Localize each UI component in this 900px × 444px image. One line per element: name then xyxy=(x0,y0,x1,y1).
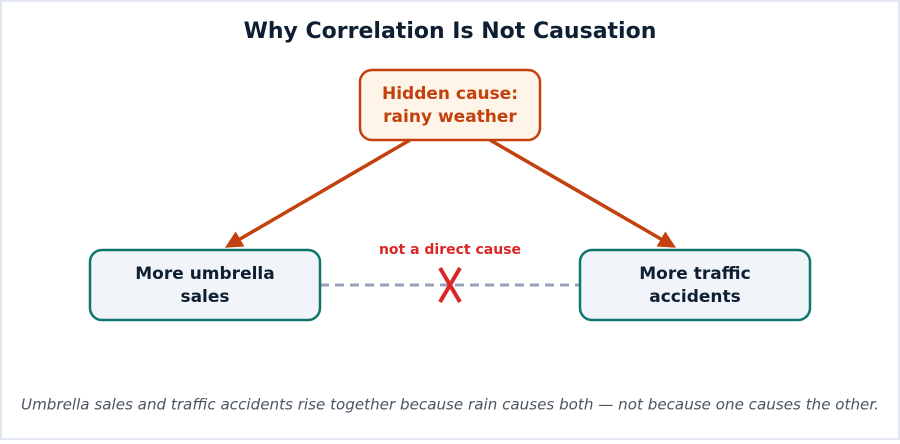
title: Why Correlation Is Not Causation xyxy=(244,19,657,44)
node-label: rainy weather xyxy=(383,107,517,127)
arrow xyxy=(224,138,411,248)
node-label: More umbrella xyxy=(135,264,274,284)
arrow xyxy=(489,138,677,248)
node-label: accidents xyxy=(649,287,741,307)
node-box xyxy=(358,68,542,142)
node-label: Hidden cause: xyxy=(382,84,518,104)
link-label: not a direct cause xyxy=(379,242,521,258)
caption: Umbrella sales and traffic accidents ris… xyxy=(21,396,879,414)
node-label: More traffic xyxy=(639,264,750,284)
node-box xyxy=(88,248,322,322)
node-box xyxy=(578,248,812,322)
node-label: sales xyxy=(180,287,229,307)
cross-mark xyxy=(438,266,462,304)
